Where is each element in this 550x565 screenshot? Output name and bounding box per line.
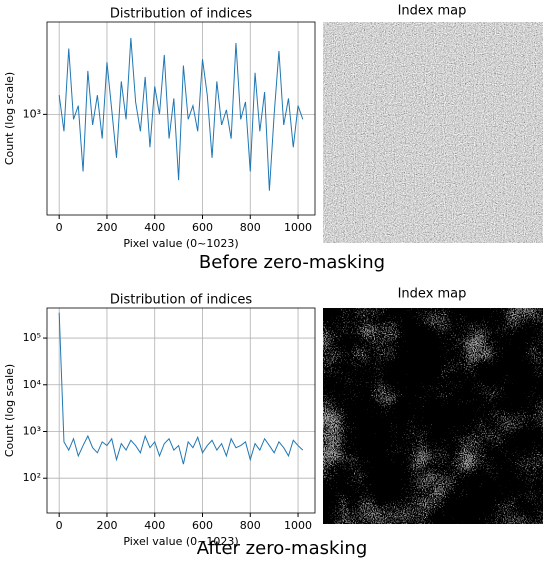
x-tick-label: 600 — [192, 519, 213, 532]
y-axis-label: Count (log scale) — [3, 72, 16, 165]
y-tick-label: 10³ — [23, 107, 41, 120]
x-axis-label: Pixel value (0~1023) — [123, 535, 238, 548]
chart-title: Distribution of indices — [110, 7, 252, 22]
image-title: Index map — [398, 287, 467, 302]
x-axis-label: Pixel value (0~1023) — [123, 237, 238, 250]
x-tick-label: 600 — [192, 221, 213, 234]
index-map-image — [323, 308, 543, 524]
x-tick-label: 200 — [96, 519, 117, 532]
y-tick-label: 10³ — [23, 424, 41, 437]
y-tick-label: 10² — [23, 471, 41, 484]
x-tick-label: 1000 — [284, 221, 312, 234]
x-tick-label: 1000 — [284, 519, 312, 532]
x-tick-label: 400 — [144, 221, 165, 234]
caption: After zero-masking — [197, 538, 368, 559]
y-axis-label: Count (log scale) — [3, 364, 16, 457]
image-title: Index map — [398, 4, 467, 19]
x-tick-label: 200 — [96, 221, 117, 234]
plot-frame — [46, 307, 316, 514]
data-line — [58, 312, 304, 465]
y-tick-label: 10⁴ — [23, 378, 42, 391]
data-line — [58, 37, 304, 191]
plot-frame — [46, 21, 316, 216]
x-tick-label: 800 — [240, 221, 261, 234]
x-tick-label: 800 — [240, 519, 261, 532]
y-tick-label: 10⁵ — [23, 331, 41, 344]
x-tick-label: 0 — [56, 519, 63, 532]
x-tick-label: 0 — [56, 221, 63, 234]
chart-title: Distribution of indices — [110, 293, 252, 308]
index-map-image — [323, 22, 543, 243]
caption: Before zero-masking — [199, 252, 385, 273]
x-tick-label: 400 — [144, 519, 165, 532]
